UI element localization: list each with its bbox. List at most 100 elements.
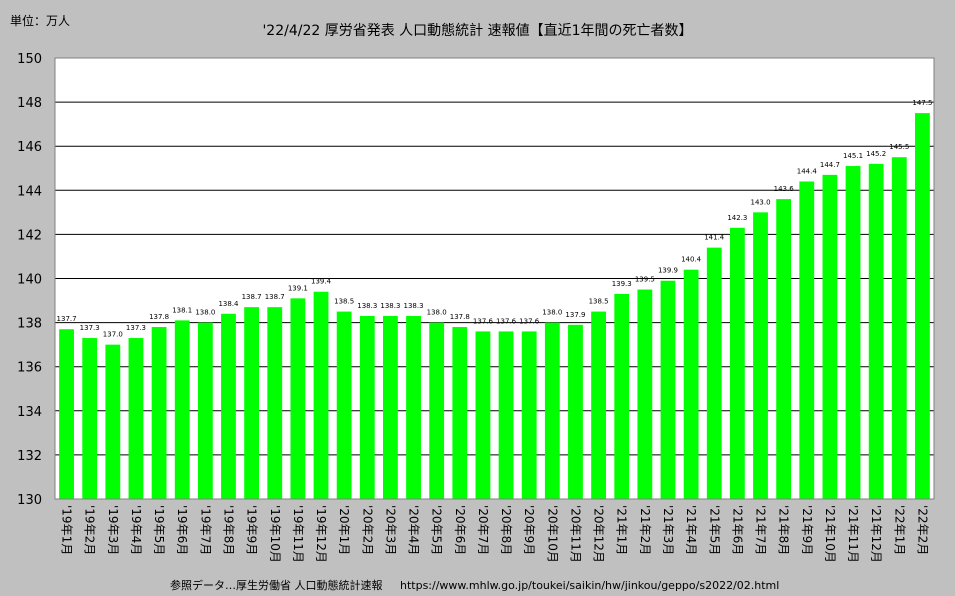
x-tick-label: '20年8月 (499, 505, 513, 555)
x-tick-label: '19年10月 (268, 505, 282, 563)
data-label: 145.5 (889, 143, 909, 151)
data-label: 138.7 (242, 293, 262, 301)
bar (105, 344, 121, 499)
bar (452, 327, 468, 499)
y-tick-label: 132 (17, 449, 42, 464)
bar (568, 324, 583, 499)
data-label: 138.4 (218, 300, 239, 308)
data-label: 137.9 (565, 311, 585, 319)
bar (891, 157, 907, 499)
x-tick-label: '21年7月 (754, 505, 768, 555)
bar (197, 322, 213, 499)
data-label: 140.4 (681, 256, 702, 264)
source-url: https://www.mhlw.go.jp/toukei/saikin/hw/… (400, 579, 780, 592)
data-label: 138.1 (172, 306, 192, 314)
data-label: 137.0 (103, 331, 123, 339)
data-label: 137.3 (126, 324, 146, 332)
bar (544, 322, 560, 499)
data-label: 144.4 (797, 167, 818, 175)
x-tick-label: '20年2月 (360, 505, 374, 555)
x-tick-label: '19年7月 (198, 505, 212, 555)
bar (868, 163, 884, 499)
x-tick-label: '20年7月 (476, 505, 490, 555)
data-label: 137.6 (496, 317, 517, 325)
unit-label: 単位：万人 (10, 14, 71, 28)
data-label: 144.7 (820, 161, 840, 169)
x-tick-label: '20年11月 (568, 505, 582, 563)
bar (614, 293, 630, 499)
bar (706, 247, 722, 499)
x-tick-label: '19年9月 (245, 505, 259, 555)
bar (336, 311, 352, 499)
bar (729, 227, 745, 499)
y-tick-label: 148 (17, 96, 42, 111)
bar (915, 113, 930, 499)
bar (383, 315, 398, 499)
data-label: 138.3 (357, 302, 377, 310)
plot-border (54, 57, 935, 500)
data-label: 138.3 (380, 302, 400, 310)
x-tick-label: '21年8月 (777, 505, 791, 555)
data-label: 145.2 (866, 150, 886, 158)
y-tick-label: 140 (17, 273, 42, 288)
bar (174, 320, 190, 499)
bar (290, 298, 306, 499)
x-tick-label: '20年10月 (545, 505, 559, 563)
bar (313, 291, 329, 499)
data-label: 137.7 (57, 315, 77, 323)
bar (845, 166, 861, 500)
x-tick-label: '21年2月 (638, 505, 652, 555)
y-tick-label: 134 (17, 405, 42, 420)
data-label: 139.9 (658, 267, 678, 275)
bar (244, 307, 260, 499)
x-tick-label: '21年12月 (869, 505, 883, 563)
data-label: 138.5 (334, 298, 354, 306)
x-tick-label: '19年4月 (129, 505, 143, 555)
bar (776, 199, 792, 499)
bar (359, 315, 375, 499)
bar (151, 327, 167, 499)
x-tick-label: '20年1月 (337, 505, 351, 555)
bar (498, 331, 514, 499)
x-tick-label: '19年1月 (60, 505, 74, 555)
x-tick-label: '19年5月 (152, 505, 166, 555)
bar (822, 174, 838, 500)
y-tick-label: 142 (17, 228, 42, 243)
data-label: 138.0 (542, 309, 562, 317)
x-tick-label: '19年2月 (83, 505, 97, 555)
data-label: 139.4 (311, 278, 332, 286)
x-tick-label: '20年12月 (592, 505, 606, 563)
data-label: 137.8 (149, 313, 169, 321)
x-tick-label: '21年11月 (846, 505, 860, 563)
bar (429, 322, 445, 499)
bar (591, 311, 606, 499)
y-tick-label: 138 (17, 317, 42, 332)
y-tick-label: 130 (17, 493, 42, 508)
bar (267, 307, 283, 499)
data-label: 145.1 (843, 152, 863, 160)
bar (406, 315, 421, 499)
bar (82, 338, 98, 499)
bar (660, 280, 676, 499)
bar (799, 181, 815, 500)
x-tick-label: '21年10月 (823, 505, 837, 563)
x-tick-label: '20年9月 (522, 505, 536, 555)
data-label: 137.8 (450, 313, 470, 321)
x-tick-label: '19年11月 (291, 505, 305, 563)
data-label: 138.3 (404, 302, 424, 310)
x-tick-label: '20年6月 (453, 505, 467, 555)
x-tick-label: '19年12月 (314, 505, 328, 563)
data-label: 147.5 (912, 99, 932, 107)
x-tick-label: '21年4月 (684, 505, 698, 555)
data-label: 142.3 (727, 214, 747, 222)
x-tick-label: '19年3月 (106, 505, 120, 555)
bar (221, 313, 236, 499)
x-tick-label: '22年2月 (915, 505, 929, 555)
data-label: 139.1 (288, 284, 308, 292)
x-tick-label: '21年6月 (730, 505, 744, 555)
chart-title: '22/4/22 厚労省発表 人口動態統計 速報値【直近1年間の死亡者数】 (262, 23, 693, 39)
data-label: 139.3 (612, 280, 632, 288)
bar (521, 331, 537, 499)
x-tick-label: '21年1月 (615, 505, 629, 555)
x-tick-label: '21年9月 (800, 505, 814, 555)
